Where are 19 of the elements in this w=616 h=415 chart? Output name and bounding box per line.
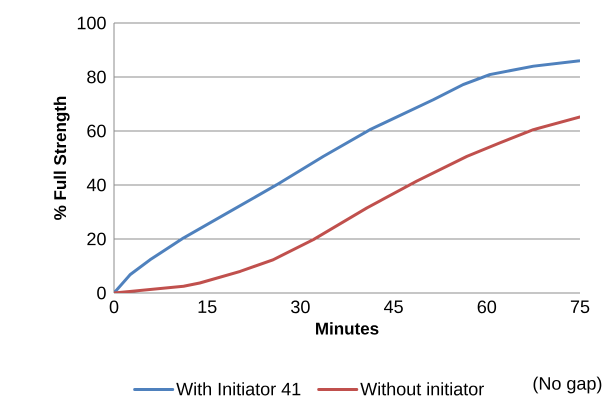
x-tick-label: 30 (291, 300, 310, 314)
line-series (114, 59, 580, 293)
legend-label: With Initiator 41 (176, 382, 300, 396)
text: (No gap) (534, 376, 602, 394)
y-tick-label: 40 (86, 178, 106, 192)
x-tick-label: 45 (384, 300, 403, 314)
line-series (114, 115, 580, 293)
y-tick-label: 60 (87, 124, 106, 138)
x-tick-label: 15 (198, 300, 216, 314)
y-tick-label: 80 (87, 70, 106, 84)
x-tick-label: 60 (478, 300, 496, 314)
x-tick-label: 75 (570, 300, 590, 314)
legend-label: Without initiator (360, 382, 484, 396)
y-tick-label: 20 (87, 232, 106, 246)
y-tick-label: 0 (97, 286, 106, 300)
x-axis-title: Minutes (316, 322, 378, 335)
y-tick-label: 100 (78, 16, 106, 30)
y-axis-title: % Full Strength (54, 96, 70, 220)
x-tick-label: 0 (110, 300, 118, 314)
